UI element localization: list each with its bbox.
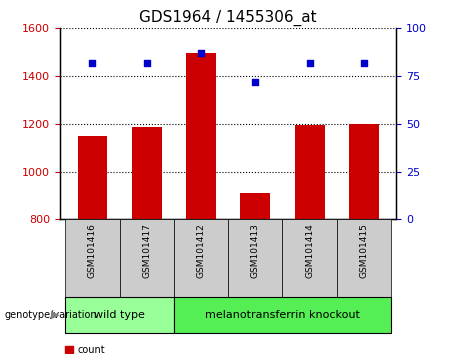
Title: GDS1964 / 1455306_at: GDS1964 / 1455306_at [139,9,317,25]
Bar [295,125,325,219]
Point [197,50,205,56]
Bar [240,193,270,219]
Point [306,60,313,65]
Text: GSM101415: GSM101415 [360,223,368,278]
Text: melanotransferrin knockout: melanotransferrin knockout [205,310,360,320]
Text: GSM101412: GSM101412 [196,223,206,278]
Bar [349,124,379,219]
Point [360,60,367,65]
Point [252,79,259,85]
FancyBboxPatch shape [120,219,174,297]
FancyBboxPatch shape [283,219,337,297]
Text: wild type: wild type [94,310,145,320]
FancyBboxPatch shape [65,219,120,297]
Bar [186,53,216,219]
Point [89,60,96,65]
FancyBboxPatch shape [65,297,174,333]
Point [143,60,150,65]
FancyBboxPatch shape [174,219,228,297]
Text: GSM101416: GSM101416 [88,223,97,278]
FancyBboxPatch shape [174,297,391,333]
Text: GSM101413: GSM101413 [251,223,260,278]
FancyBboxPatch shape [228,219,283,297]
Legend: count, percentile rank within the sample: count, percentile rank within the sample [65,345,242,354]
FancyBboxPatch shape [337,219,391,297]
Text: GSM101414: GSM101414 [305,223,314,278]
Text: GSM101417: GSM101417 [142,223,151,278]
Text: genotype/variation: genotype/variation [5,310,97,320]
Bar [132,127,162,219]
Text: ▶: ▶ [51,310,59,320]
Bar [77,136,107,219]
